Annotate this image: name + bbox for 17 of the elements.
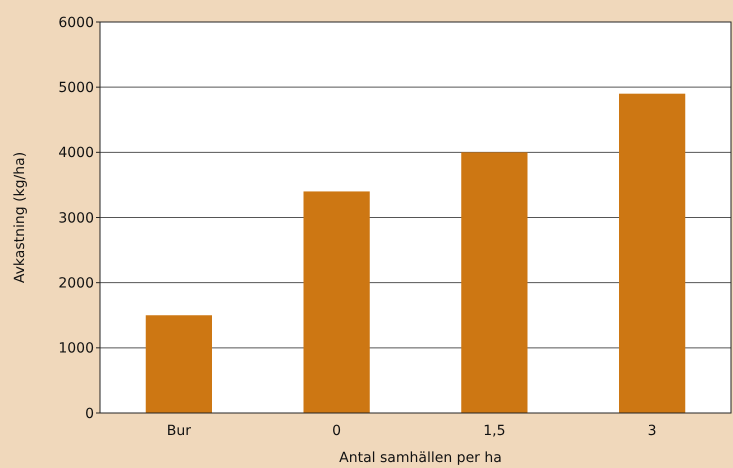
bar: [618, 94, 686, 413]
y-tick-label: 5000: [58, 80, 94, 96]
bar: [146, 315, 212, 413]
y-tick-label: 6000: [58, 14, 94, 31]
x-axis-title: Antal samhällen per ha: [339, 450, 502, 466]
y-tick-label: 0: [85, 406, 94, 422]
y-tick-label: 2000: [58, 276, 94, 292]
y-tick-label: 3000: [58, 210, 94, 226]
bar: [303, 191, 370, 413]
y-axis-title: Avkastning (kg/ha): [12, 152, 28, 284]
x-tick-label: 0: [332, 423, 342, 439]
bar: [461, 152, 528, 413]
x-tick-label: 3: [648, 423, 657, 439]
x-tick-label: Bur: [166, 423, 192, 439]
y-tick-label: 4000: [58, 145, 94, 162]
x-tick-label: 1,5: [483, 423, 506, 439]
y-tick-label: 1000: [58, 340, 94, 357]
